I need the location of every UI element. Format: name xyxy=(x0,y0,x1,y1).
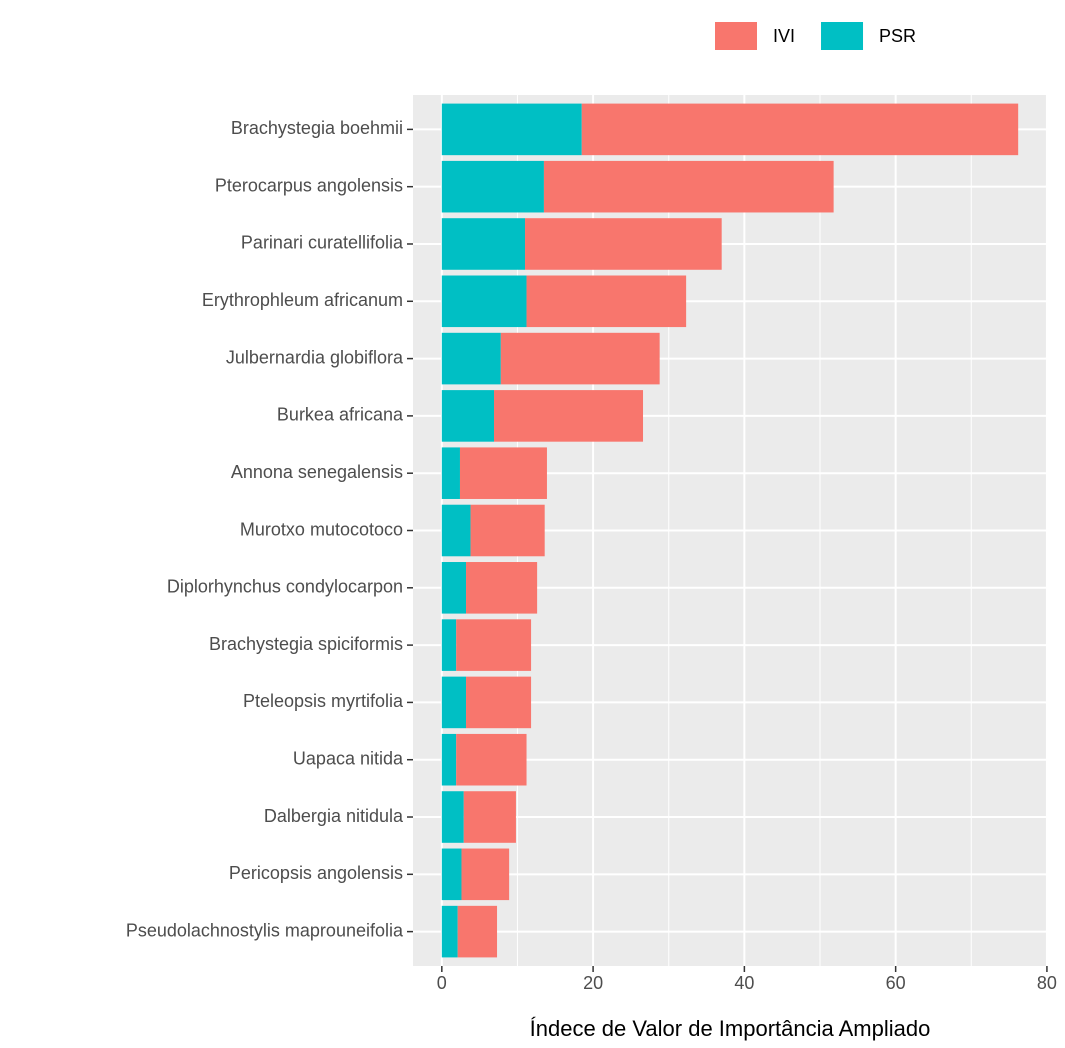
y-tick-label: Dalbergia nitidula xyxy=(264,806,404,826)
y-tick-label: Parinari curatellifolia xyxy=(241,233,404,253)
bar-segment xyxy=(457,905,498,958)
bar-segment xyxy=(441,103,582,156)
bar-segment xyxy=(441,275,527,328)
bar-segment xyxy=(459,447,547,499)
x-tick-label: 40 xyxy=(734,973,754,993)
x-tick-label: 60 xyxy=(886,973,906,993)
bar-segment xyxy=(456,733,527,786)
legend-label: IVI xyxy=(773,26,795,46)
bar-segment xyxy=(456,619,532,671)
y-tick-label: Julbernardia globiflora xyxy=(226,347,404,367)
bar-segment xyxy=(494,390,644,442)
bar-segment xyxy=(441,619,457,671)
bar-segment xyxy=(581,103,1019,156)
bar-segment xyxy=(543,160,834,213)
x-tick-label: 80 xyxy=(1037,973,1057,993)
y-tick-label: Pericopsis angolensis xyxy=(229,863,403,883)
bar-segment xyxy=(441,905,458,958)
bar-segment xyxy=(441,848,462,901)
bar-segment xyxy=(441,733,457,786)
bar-segment xyxy=(525,218,722,270)
x-tick-label: 0 xyxy=(437,973,447,993)
y-tick-label: Murotxo mutocotoco xyxy=(240,519,403,539)
y-tick-label: Pteleopsis myrtifolia xyxy=(243,691,404,711)
bar-segment xyxy=(463,791,516,843)
y-tick-label: Erythrophleum africanum xyxy=(202,290,403,310)
bar-segment xyxy=(466,562,538,614)
y-tick-label: Annona senegalensis xyxy=(231,462,403,482)
bar-segment xyxy=(441,562,467,614)
x-axis-title: Índece de Valor de Importância Ampliado xyxy=(530,1016,931,1041)
bar-segment xyxy=(441,332,501,385)
bar-segment xyxy=(461,848,510,901)
y-tick-label: Pterocarpus angolensis xyxy=(215,175,403,195)
bar-segment xyxy=(441,504,471,557)
y-tick-label: Burkea africana xyxy=(277,405,404,425)
y-tick-label: Brachystegia spiciformis xyxy=(209,634,403,654)
y-tick-label: Diplorhynchus condylocarpon xyxy=(167,577,403,597)
bar-segment xyxy=(441,160,544,213)
y-tick-label: Brachystegia boehmii xyxy=(231,118,403,138)
bar-segment xyxy=(441,676,467,729)
x-tick-label: 20 xyxy=(583,973,603,993)
bar-segment xyxy=(441,390,495,442)
y-tick-label: Pseudolachnostylis maprouneifolia xyxy=(126,920,404,940)
bar-segment xyxy=(441,791,464,843)
legend-key xyxy=(715,22,757,50)
bar-segment xyxy=(526,275,687,328)
bar-segment xyxy=(441,218,526,270)
legend-label: PSR xyxy=(879,26,916,46)
y-tick-label: Uapaca nitida xyxy=(293,748,404,768)
bar-segment xyxy=(500,332,660,385)
legend-key xyxy=(821,22,864,50)
bar-segment xyxy=(466,676,532,729)
bar-segment xyxy=(441,447,460,499)
bar-segment xyxy=(470,504,545,557)
